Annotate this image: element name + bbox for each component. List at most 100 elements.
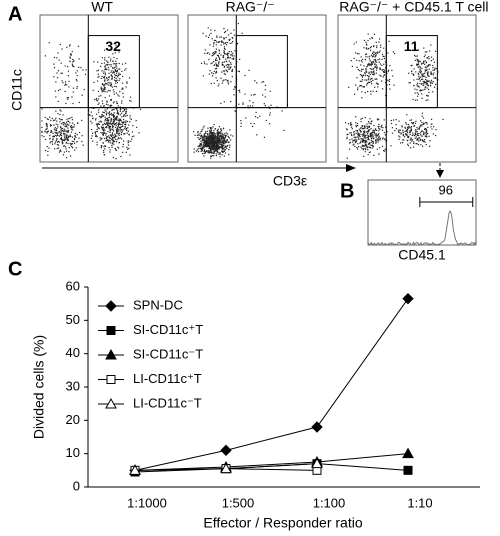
dot: [399, 136, 401, 138]
dot: [111, 146, 113, 148]
dot: [372, 74, 374, 76]
dot: [61, 80, 63, 82]
gate-value: 96: [439, 182, 453, 197]
dot: [202, 32, 204, 34]
y-axis-label: Divided cells (%): [31, 335, 47, 439]
dot: [430, 126, 432, 128]
dot: [215, 51, 217, 53]
dot: [426, 122, 428, 124]
dot: [200, 135, 202, 137]
dot: [104, 96, 106, 99]
dot: [367, 90, 369, 93]
dot: [215, 41, 218, 43]
dot: [119, 114, 121, 116]
dot: [367, 139, 369, 141]
dot: [108, 76, 110, 78]
dot: [219, 141, 221, 143]
dot: [371, 37, 373, 39]
dot: [231, 42, 233, 44]
dot: [382, 88, 384, 90]
dot: [417, 63, 419, 65]
dot: [414, 134, 417, 136]
dot: [121, 102, 123, 104]
dot: [407, 123, 410, 126]
dot: [217, 128, 219, 130]
dot: [212, 72, 214, 75]
dot: [222, 127, 225, 129]
dot: [375, 140, 377, 142]
dot: [356, 131, 359, 133]
dot: [228, 50, 230, 53]
dot: [207, 144, 209, 146]
dot: [366, 136, 368, 139]
dot: [118, 134, 120, 137]
dot: [210, 141, 213, 143]
dot: [64, 129, 66, 131]
dot: [201, 130, 203, 132]
dot: [116, 130, 118, 132]
dot: [363, 140, 366, 142]
dot: [426, 123, 428, 125]
dot: [223, 46, 226, 48]
dot: [51, 117, 53, 120]
dot: [210, 140, 212, 142]
dot: [422, 75, 424, 77]
dot: [61, 127, 63, 130]
dot: [220, 134, 222, 136]
dot: [359, 133, 361, 135]
dot: [74, 149, 76, 151]
dot: [217, 134, 219, 136]
dot: [81, 119, 83, 122]
dot: [54, 90, 56, 92]
dot: [362, 134, 364, 136]
dot: [214, 29, 216, 32]
dot: [372, 62, 374, 64]
dot: [214, 52, 216, 55]
dot: [67, 127, 69, 129]
dot: [127, 144, 130, 146]
dot: [356, 122, 359, 125]
dot: [213, 53, 215, 56]
dot: [114, 134, 117, 136]
dot: [117, 133, 119, 135]
dot: [349, 142, 351, 144]
y-tick-label: 20: [66, 412, 80, 427]
dot: [111, 144, 113, 147]
dot: [370, 135, 373, 137]
dot: [102, 126, 105, 128]
dot: [129, 117, 131, 119]
dot: [210, 155, 212, 158]
dot: [363, 137, 365, 139]
dot: [55, 117, 57, 119]
dot: [121, 100, 123, 102]
dot: [414, 99, 417, 101]
dot: [221, 40, 223, 42]
dot: [108, 69, 110, 71]
dot: [101, 100, 104, 102]
dot: [208, 139, 210, 141]
dot: [430, 82, 432, 84]
dot: [269, 90, 271, 92]
dot: [378, 51, 380, 53]
dot: [366, 127, 368, 130]
dot: [363, 47, 365, 49]
dot: [95, 134, 97, 136]
dot: [108, 127, 110, 129]
dot: [111, 126, 114, 128]
dot: [409, 127, 411, 129]
dot: [378, 135, 380, 137]
dot: [418, 127, 420, 129]
dot: [411, 139, 414, 141]
dot: [108, 64, 110, 66]
dot: [419, 61, 421, 63]
dot: [110, 58, 112, 60]
dot: [214, 50, 216, 53]
plot-frame: [337, 14, 477, 163]
plot-frame: [367, 179, 477, 246]
dot: [116, 118, 118, 120]
dot: [368, 58, 371, 60]
dot: [426, 79, 428, 81]
dot: [430, 72, 432, 74]
dot: [216, 140, 218, 142]
dot: [384, 138, 386, 140]
